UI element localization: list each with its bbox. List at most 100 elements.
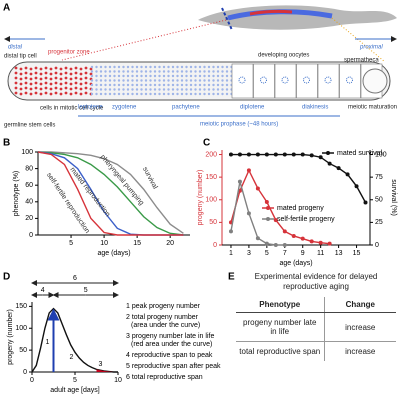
germ-cell <box>185 88 188 91</box>
germ-cell <box>216 88 220 91</box>
germ-cell <box>14 91 18 95</box>
point <box>246 168 251 173</box>
germ-cell <box>29 72 33 76</box>
germ-cell <box>194 65 197 69</box>
germ-cell <box>216 65 220 69</box>
germ-cell <box>24 86 28 90</box>
germ-cell <box>225 83 229 87</box>
germ-cell <box>99 74 103 78</box>
nucleus <box>238 76 246 84</box>
germ-cell <box>113 92 116 96</box>
germ-cell <box>117 70 121 73</box>
table-header: Change <box>324 297 396 313</box>
y-tick-label: 150 <box>15 303 27 310</box>
germ-cell <box>44 86 48 90</box>
germ-cell <box>162 70 166 73</box>
y-tick-label: 40 <box>25 199 33 206</box>
germ-cell <box>54 86 58 90</box>
germ-cell <box>104 83 107 87</box>
germ-cell <box>95 79 98 82</box>
germ-cell <box>69 72 73 76</box>
point <box>282 243 287 247</box>
germ-cell <box>19 72 23 76</box>
germ-cell <box>185 83 188 87</box>
table-cell: total reproductive span <box>236 341 325 361</box>
point <box>345 172 350 177</box>
point <box>255 236 260 241</box>
germ-cell <box>44 71 48 75</box>
germ-cell <box>144 88 148 91</box>
germ-cell <box>126 79 130 82</box>
nucleus <box>260 76 267 84</box>
germ-cell <box>140 74 143 78</box>
germ-cell <box>117 88 121 91</box>
germ-cell <box>108 83 112 87</box>
nucleus <box>281 76 289 84</box>
germ-cell <box>153 83 157 87</box>
germ-cell <box>29 92 33 96</box>
germ-cell <box>49 82 53 86</box>
x-tick-label: 5 <box>73 377 77 384</box>
germ-cell <box>122 79 125 82</box>
germ-cell <box>162 83 166 87</box>
y-tick-label: 50 <box>209 219 217 226</box>
germ-cell <box>90 92 94 96</box>
germ-cell <box>64 66 68 70</box>
germ-cell <box>113 74 116 78</box>
germ-cell <box>198 83 202 87</box>
germ-cell <box>180 92 184 96</box>
y-tick-label: 0 <box>23 369 27 376</box>
germ-cell <box>176 79 179 82</box>
table-cell: increase <box>324 312 396 342</box>
germ-cell <box>167 88 170 91</box>
point <box>264 200 269 205</box>
germ-cell <box>162 79 166 82</box>
germ-cell <box>34 76 38 80</box>
germ-cell <box>153 88 157 91</box>
germ-cell <box>131 83 134 87</box>
worm <box>198 5 397 30</box>
annotation: 2 total progeny number <box>126 314 199 321</box>
germ-cell <box>49 72 53 76</box>
curve-label: survival <box>141 166 159 191</box>
germ-cell <box>194 92 197 96</box>
diagram-label: developing oocytes <box>258 53 309 59</box>
germ-cell <box>54 76 58 80</box>
germ-cell <box>189 83 193 87</box>
germ-cell <box>69 67 73 71</box>
cut-line <box>221 7 233 31</box>
germ-cell <box>149 79 152 82</box>
x-tick-label: 1 <box>229 250 233 257</box>
germ-cell <box>153 70 157 73</box>
germ-cell <box>104 79 107 82</box>
germ-cell <box>158 74 161 78</box>
germ-cell <box>29 82 33 86</box>
panel-label: D <box>3 272 10 283</box>
germ-cell <box>14 71 18 75</box>
callout: 3 <box>99 361 103 368</box>
germ-cell <box>153 74 157 78</box>
x-tick-label: 20 <box>166 240 174 247</box>
germ-cell <box>194 88 197 91</box>
germ-cell <box>198 70 202 73</box>
germ-cell <box>90 70 94 73</box>
germ-cell <box>99 65 103 69</box>
germ-cell <box>24 81 28 85</box>
germ-cell <box>64 86 68 90</box>
germ-cell <box>90 74 94 78</box>
germ-cell <box>59 72 63 76</box>
germ-cell <box>104 70 107 73</box>
germ-cell <box>189 70 193 73</box>
germ-cell <box>176 83 179 87</box>
y-tick-label: 20 <box>25 215 33 222</box>
germ-cell <box>144 74 148 78</box>
germ-cell <box>158 83 161 87</box>
germ-cell <box>167 74 170 78</box>
germ-cell <box>207 65 211 69</box>
germ-cell <box>198 74 202 78</box>
point <box>300 152 305 157</box>
stage-label: diakinesis <box>302 105 328 111</box>
x-axis-label: adult age [days] <box>50 387 99 394</box>
x-tick-label: 9 <box>301 250 305 257</box>
stage-label: zygotene <box>112 105 137 111</box>
